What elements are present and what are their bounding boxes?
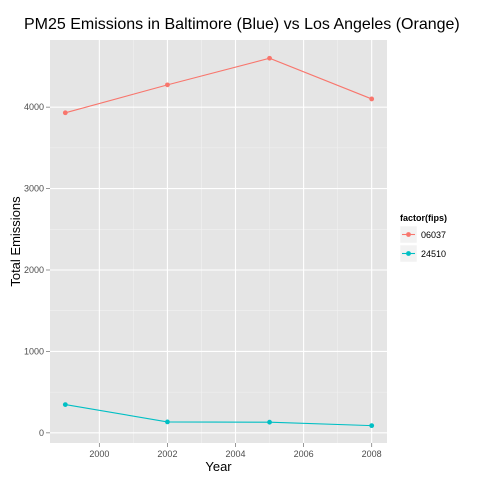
legend-label: 24510 [421, 249, 446, 259]
legend-title: factor(fips) [400, 213, 447, 223]
major-grid [50, 40, 387, 443]
legend-label: 06037 [421, 230, 446, 240]
y-tick-label: 3000 [24, 184, 44, 194]
series-line-24510 [65, 404, 372, 427]
series-line-06037 [65, 57, 372, 114]
y-axis: 0 1000 2000 3000 4000 [24, 102, 50, 438]
data-point-06037 [369, 96, 375, 102]
series-layer [62, 55, 375, 429]
data-point-06037 [165, 82, 170, 88]
x-tick-label: 2002 [157, 449, 177, 459]
x-axis-title: Year [205, 459, 232, 474]
data-point-24510 [369, 423, 375, 429]
legend-key-point [406, 251, 411, 256]
x-tick-label: 2008 [362, 449, 382, 459]
x-tick-label: 2006 [294, 449, 314, 459]
x-axis: 2000 2002 2004 2006 2008 [89, 443, 382, 459]
x-tick-label: 2000 [89, 449, 109, 459]
plot-panel [50, 40, 387, 443]
y-tick-label: 4000 [24, 102, 44, 112]
data-point-06037 [267, 55, 272, 61]
data-point-24510 [267, 419, 272, 425]
y-tick-label: 2000 [24, 265, 44, 275]
chart-title: PM25 Emissions in Baltimore (Blue) vs Lo… [24, 16, 460, 33]
legend-key-point [406, 232, 411, 237]
data-point-24510 [165, 419, 170, 425]
y-axis-title: Total Emissions [8, 196, 23, 287]
y-tick-label: 1000 [24, 346, 44, 356]
legend: factor(fips) 06037 24510 [399, 213, 447, 263]
data-point-24510 [62, 402, 68, 407]
x-tick-label: 2004 [226, 449, 246, 459]
legend-items: 06037 24510 [399, 225, 446, 263]
data-point-06037 [62, 110, 68, 116]
y-tick-label: 0 [39, 428, 44, 438]
